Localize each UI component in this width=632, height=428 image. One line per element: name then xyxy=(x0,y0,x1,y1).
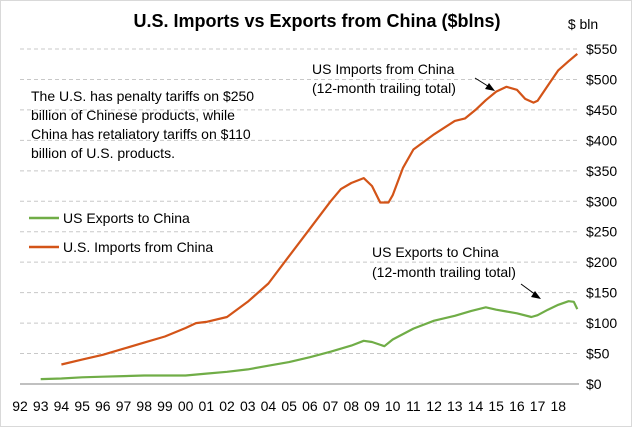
y-tick-label: $150 xyxy=(586,285,617,301)
x-tick-label: 01 xyxy=(199,398,215,414)
tariff-note-line: China has retaliatory tariffs on $110 xyxy=(31,126,251,142)
x-tick-label: 03 xyxy=(240,398,256,414)
x-tick-labels: 92 93 94 95 96 97 98 99 00 01 02 03 04 05 06 07 08 09 10 11… xyxy=(12,398,566,414)
x-tick-label: 92 xyxy=(12,398,28,414)
y-tick-label: $450 xyxy=(586,102,617,118)
x-tick-label: 16 xyxy=(509,398,525,414)
x-tick-label: 10 xyxy=(385,398,401,414)
legend-label-imports: U.S. Imports from China xyxy=(63,239,213,255)
tariff-note: The U.S. has penalty tariffs on $250 bil… xyxy=(31,88,254,161)
imports-annotation-line: US Imports from China xyxy=(312,61,455,77)
y-tick-label: $300 xyxy=(586,193,617,209)
x-tick-label: 93 xyxy=(33,398,49,414)
exports-annotation: US Exports to China (12-month trailing t… xyxy=(372,244,541,299)
imports-annotation-line: (12-month trailing total) xyxy=(312,80,456,96)
x-tick-label: 94 xyxy=(54,398,70,414)
x-tick-label: 11 xyxy=(406,398,421,414)
exports-annotation-arrow xyxy=(520,283,537,296)
y-tick-label: $500 xyxy=(586,71,617,87)
imports-annotation-arrowhead xyxy=(485,83,495,91)
y-tick-label: $200 xyxy=(586,254,617,270)
y-tick-label: $400 xyxy=(586,132,617,148)
x-tick-label: 14 xyxy=(468,398,484,414)
y-tick-label: $550 xyxy=(586,41,617,57)
x-tick-label: 09 xyxy=(364,398,380,414)
tariff-note-line: billion of Chinese products, while xyxy=(31,107,235,123)
x-tick-label: 12 xyxy=(426,398,442,414)
exports-annotation-arrowhead xyxy=(531,291,541,299)
imports-series-line xyxy=(61,53,579,366)
x-tick-label: 05 xyxy=(281,398,297,414)
gridlines xyxy=(20,48,579,385)
y-tick-label: $250 xyxy=(586,224,617,240)
x-tick-label: 08 xyxy=(343,398,359,414)
y-unit-label: $ bln xyxy=(568,16,598,32)
y-tick-label: $100 xyxy=(586,315,617,331)
x-tick-label: 02 xyxy=(219,398,235,414)
x-tick-label: 15 xyxy=(488,398,504,414)
x-tick-label: 04 xyxy=(261,398,277,414)
y-tick-label: $0 xyxy=(586,376,602,392)
chart-title: U.S. Imports vs Exports from China ($bln… xyxy=(133,11,500,31)
exports-annotation-line: US Exports to China xyxy=(372,244,499,260)
legend: US Exports to China U.S. Imports from Ch… xyxy=(29,210,213,255)
imports-annotation: US Imports from China (12-month trailing… xyxy=(312,61,495,96)
exports-series-line xyxy=(40,300,579,381)
exports-annotation-line: (12-month trailing total) xyxy=(372,264,516,280)
series-lines xyxy=(40,53,579,381)
x-tick-label: 00 xyxy=(178,398,194,414)
x-tick-label: 06 xyxy=(302,398,318,414)
y-tick-label: $350 xyxy=(586,163,617,179)
legend-label-exports: US Exports to China xyxy=(63,210,190,226)
x-tick-label: 97 xyxy=(116,398,132,414)
x-tick-label: 17 xyxy=(530,398,546,414)
x-tick-label: 99 xyxy=(157,398,173,414)
x-tick-label: 96 xyxy=(95,398,111,414)
x-tick-label: 18 xyxy=(551,398,567,414)
y-tick-label: $50 xyxy=(586,346,610,362)
x-tick-label: 95 xyxy=(74,398,90,414)
tariff-note-line: billion of U.S. products. xyxy=(31,145,175,161)
y-tick-labels: $0 $50 $100 $150 $200 $250 $300 $350 $400 $450 $50… xyxy=(586,41,617,392)
tariff-note-line: The U.S. has penalty tariffs on $250 xyxy=(31,88,254,104)
x-tick-label: 07 xyxy=(323,398,339,414)
x-tick-label: 13 xyxy=(447,398,463,414)
x-tick-label: 98 xyxy=(136,398,152,414)
